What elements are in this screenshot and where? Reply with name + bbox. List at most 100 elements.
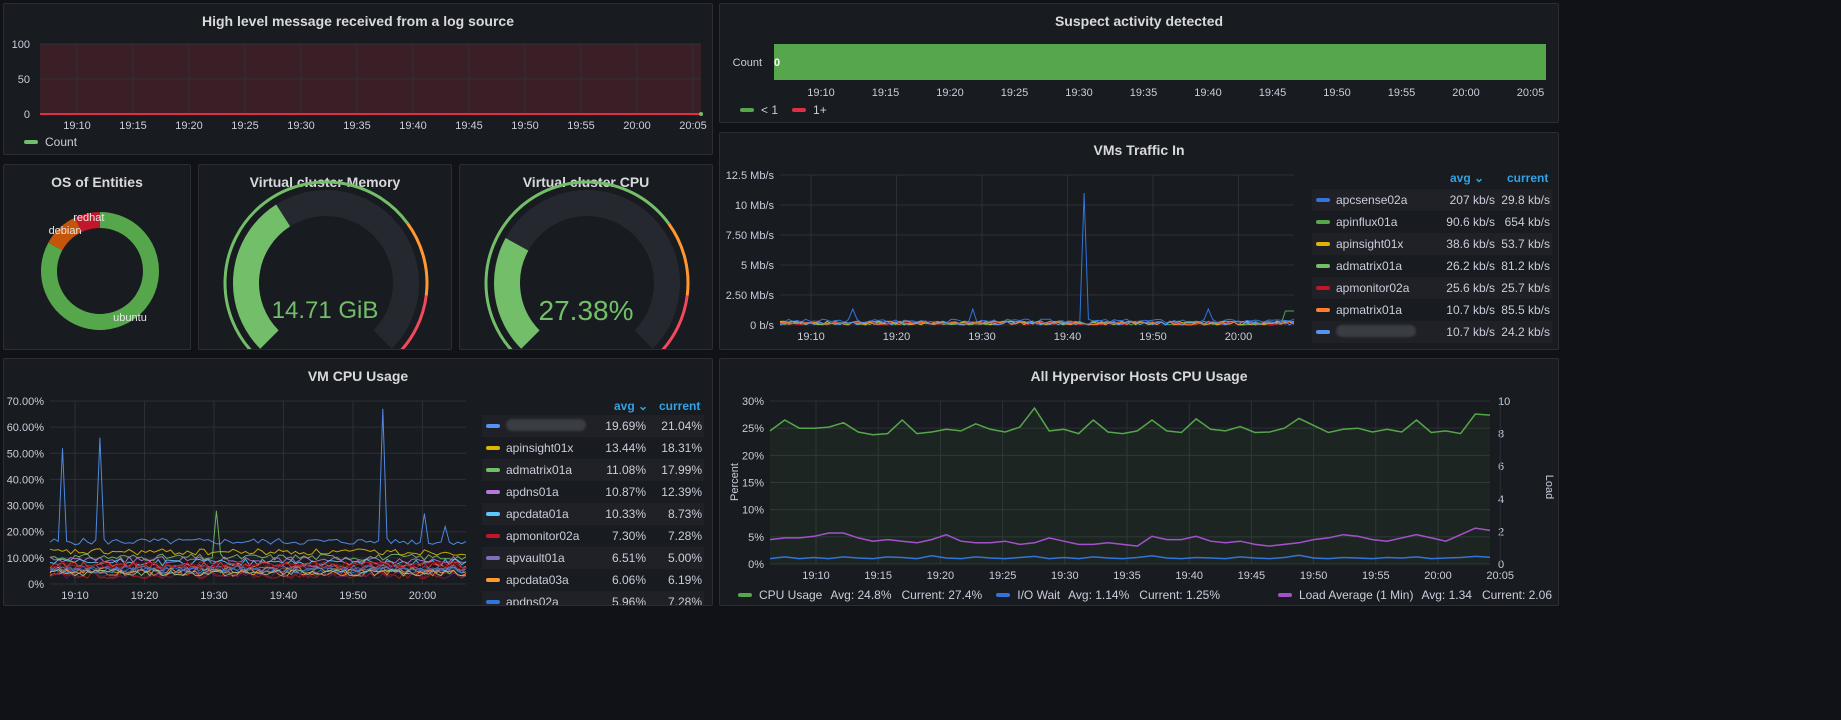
series-current: 12.39% xyxy=(661,485,702,499)
legend-row[interactable]: apmatrix01a 10.7 kb/s 85.5 kb/s xyxy=(1312,299,1552,321)
legend-row[interactable]: apinsight01x 38.6 kb/s 53.7 kb/s xyxy=(1312,233,1552,255)
y-tick-label: 0 b/s xyxy=(750,320,774,332)
series-name: admatrix01a xyxy=(1336,259,1403,273)
series-current: 7.28% xyxy=(667,529,702,543)
legend-row[interactable]: apmonitor02a 25.6 kb/s 25.7 kb/s xyxy=(1312,277,1552,299)
panel-title[interactable]: High level message received from a log s… xyxy=(201,13,515,29)
sort-avg-header[interactable]: avg ⌄ xyxy=(1450,171,1484,191)
y-tick-label: 0% xyxy=(28,579,44,591)
memory-value: 14.71 GiB xyxy=(271,297,379,324)
legend-item[interactable]: I/O Wait Avg: 1.14% Current: 1.25% xyxy=(996,588,1220,602)
series-avg: 13.44% xyxy=(605,441,646,455)
legend-swatch xyxy=(738,593,752,597)
legend-swatch xyxy=(486,556,500,560)
x-tick-label: 19:50 xyxy=(1323,87,1351,99)
x-tick-label: 20:00 xyxy=(1225,331,1253,343)
x-tick-label: 20:05 xyxy=(1486,570,1514,582)
series-area xyxy=(770,408,1490,564)
series-avg: 25.6 kb/s xyxy=(1446,281,1495,295)
legend-item[interactable]: Load Average (1 Min) Avg: 1.34 Current: 2… xyxy=(1277,588,1552,602)
legend-row[interactable]: 19.69% 21.04% xyxy=(482,415,704,437)
sort-avg-header[interactable]: avg ⌄ xyxy=(614,399,648,419)
col-avg-label: avg xyxy=(614,399,635,413)
x-tick-label: 19:30 xyxy=(1051,570,1079,582)
series-line xyxy=(779,320,1295,326)
x-tick-label: 19:25 xyxy=(989,570,1017,582)
legend-swatch xyxy=(1316,242,1330,246)
legend-row[interactable]: apcsense02a 207 kb/s 29.8 kb/s xyxy=(1312,189,1552,211)
col-current-header[interactable]: current xyxy=(659,399,701,413)
series-avg: 10.7 kb/s xyxy=(1446,303,1495,317)
legend-item-1plus[interactable]: 1+ xyxy=(792,103,827,117)
legend-row[interactable]: admatrix01a 26.2 kb/s 81.2 kb/s xyxy=(1312,255,1552,277)
series-avg: 38.6 kb/s xyxy=(1446,237,1495,251)
y2-axis-label: Load xyxy=(1543,475,1555,499)
legend-label: Load Average (1 Min) xyxy=(1298,588,1414,602)
threshold-green xyxy=(223,180,409,349)
legend-row[interactable]: apdns02a 5.96% 7.28% xyxy=(482,591,704,605)
x-tick-label: 19:30 xyxy=(287,120,315,132)
x-tick-label: 19:25 xyxy=(231,120,259,132)
panel-title[interactable]: Suspect activity detected xyxy=(1054,13,1224,29)
legend-stats: Avg: 1.14% Current: 1.25% xyxy=(1068,588,1220,602)
x-tick-label: 19:50 xyxy=(1139,331,1167,343)
y-tick-label: 5 Mb/s xyxy=(741,260,775,272)
log-chart: 100 50 0 19:10 19:15 19:20 19:25 19:30 19:35 19:4… xyxy=(12,39,707,132)
legend-row[interactable]: apmonitor02a 7.30% 7.28% xyxy=(482,525,704,547)
legend-row[interactable]: apcdata03a 6.06% 6.19% xyxy=(482,569,704,591)
series-point xyxy=(699,112,703,116)
legend-row[interactable]: apcdata01a 10.33% 8.73% xyxy=(482,503,704,525)
x-tick-label: 19:10 xyxy=(61,590,89,602)
x-tick-label: 19:40 xyxy=(1175,570,1203,582)
legend-row[interactable]: apinsight01x 13.44% 18.31% xyxy=(482,437,704,459)
threshold-red xyxy=(661,295,689,349)
x-tick-label: 19:10 xyxy=(807,87,835,99)
legend-stats: Avg: 1.34 Current: 2.06 xyxy=(1421,588,1552,602)
legend-swatch xyxy=(486,600,500,604)
legend-row[interactable]: admatrix01a 11.08% 17.99% xyxy=(482,459,704,481)
x-tick-label: 20:00 xyxy=(623,120,651,132)
panel-title[interactable]: VM CPU Usage xyxy=(307,368,409,384)
panel-log-messages: High level message received from a log s… xyxy=(3,3,713,155)
x-tick-label: 19:55 xyxy=(1362,570,1390,582)
y-tick-label: 10% xyxy=(742,505,764,517)
series-name: apinsight01x xyxy=(1336,237,1404,251)
y-tick-label: 20.00% xyxy=(7,527,45,539)
series-line xyxy=(769,406,1491,436)
y-tick-label: 60.00% xyxy=(7,422,45,434)
legend-row[interactable]: apdns01a 10.87% 12.39% xyxy=(482,481,704,503)
panel-os-entities: OS of Entities ubuntu debian redhat xyxy=(3,164,191,350)
series-avg: 26.2 kb/s xyxy=(1446,259,1495,273)
legend-item[interactable]: CPU Usage Avg: 24.8% Current: 27.4% xyxy=(738,588,982,602)
y-tick-label: 0 xyxy=(24,109,30,121)
series-name: apcsense02a xyxy=(1336,193,1408,207)
legend-row[interactable]: 10.7 kb/s 24.2 kb/s xyxy=(1312,321,1552,343)
x-tick-label: 19:40 xyxy=(270,590,298,602)
legend-row[interactable]: apvault01a 6.51% 5.00% xyxy=(482,547,704,569)
suspect-chart: Count 0 19:10 19:15 19:20 19:25 19:30 19:35 19:4… xyxy=(733,44,1546,99)
x-tick-label: 19:35 xyxy=(343,120,371,132)
series-name: apcdata01a xyxy=(506,507,569,521)
y2-tick-label: 0 xyxy=(1498,559,1504,571)
legend-swatch xyxy=(996,593,1011,597)
series-line xyxy=(779,320,1295,326)
series-line xyxy=(49,408,467,546)
donut-slice xyxy=(41,212,159,330)
panel-title[interactable]: VMs Traffic In xyxy=(1093,142,1185,158)
legend-count[interactable]: Count xyxy=(24,135,77,149)
panel-vm-cpu: VM CPU Usage 70.00% 60.00% 50.00% 40.00% 30.… xyxy=(3,358,713,606)
x-tick-label: 19:20 xyxy=(131,590,159,602)
x-tick-label: 20:00 xyxy=(1452,87,1480,99)
legend-swatch xyxy=(1316,286,1330,290)
x-tick-label: 19:30 xyxy=(968,331,996,343)
legend-swatch xyxy=(1316,220,1330,224)
series-line xyxy=(769,554,1491,560)
y-tick-label: 50.00% xyxy=(7,448,45,460)
series-avg: 90.6 kb/s xyxy=(1446,215,1495,229)
col-current-header[interactable]: current xyxy=(1507,171,1549,185)
panel-title[interactable]: OS of Entities xyxy=(51,174,143,190)
y-tick-label: 100 xyxy=(12,39,30,51)
legend-item-lt1[interactable]: < 1 xyxy=(740,103,778,117)
legend-row[interactable]: apinflux01a 90.6 kb/s 654 kb/s xyxy=(1312,211,1552,233)
panel-title[interactable]: All Hypervisor Hosts CPU Usage xyxy=(1030,368,1248,384)
